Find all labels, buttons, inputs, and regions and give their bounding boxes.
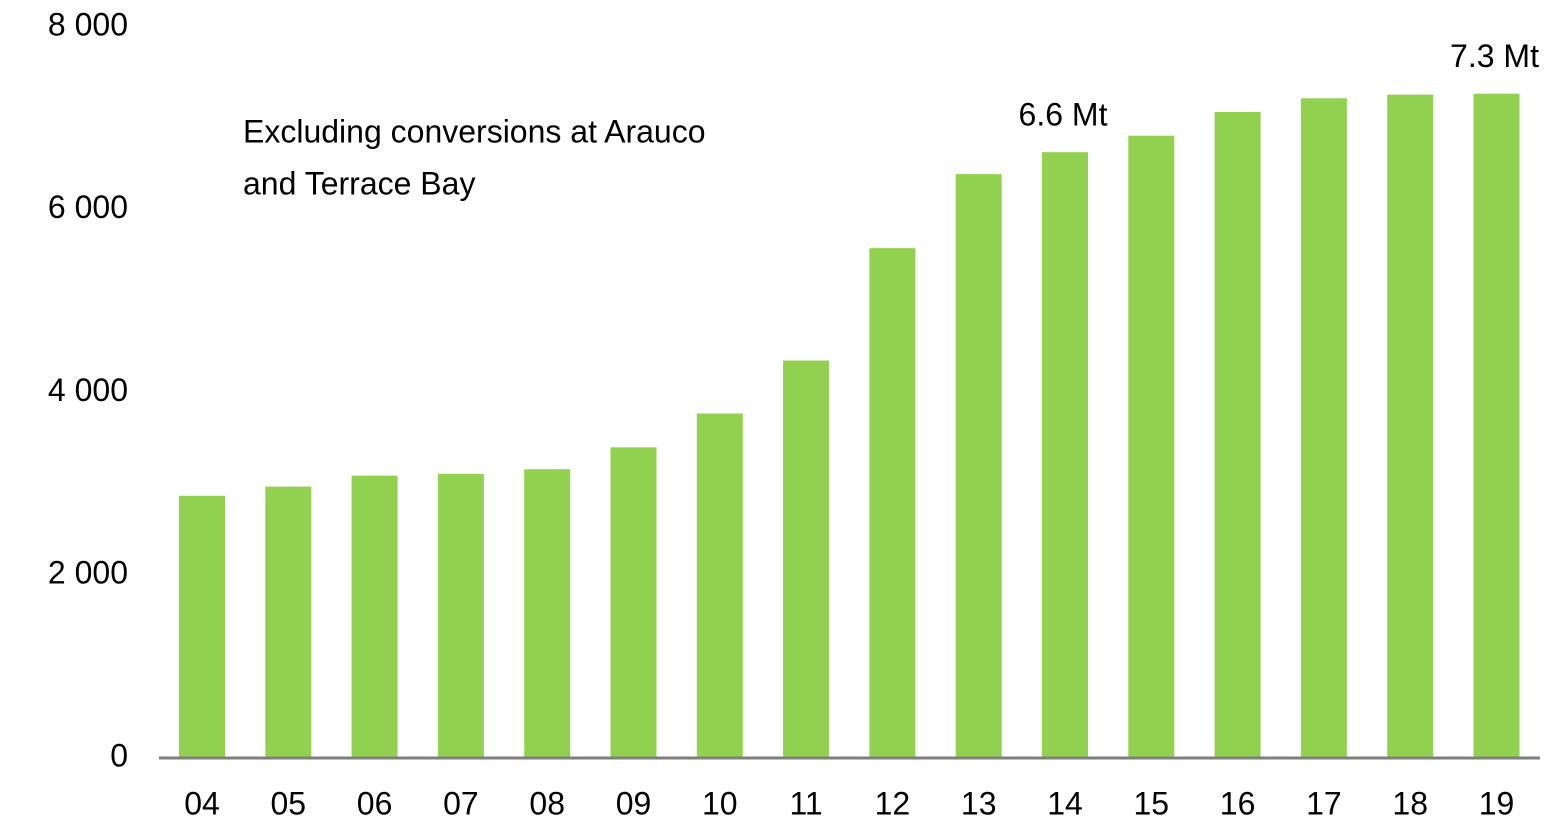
bar xyxy=(351,475,398,758)
x-tick-label: 04 xyxy=(184,785,220,821)
y-tick-label: 8 000 xyxy=(48,6,128,42)
bar xyxy=(1042,152,1088,759)
x-tick-label: 05 xyxy=(271,785,307,821)
bar xyxy=(1387,94,1434,759)
x-tick-label: 15 xyxy=(1134,785,1170,821)
bar xyxy=(1214,111,1261,758)
bar xyxy=(265,486,312,758)
x-tick-label: 13 xyxy=(961,785,997,821)
y-tick-label: 4 000 xyxy=(48,372,128,408)
x-tick-label: 19 xyxy=(1479,785,1515,821)
annotation: and Terrace Bay xyxy=(243,165,475,201)
y-tick-label: 6 000 xyxy=(48,189,128,225)
x-tick-label: 08 xyxy=(529,785,565,821)
x-tick-label: 09 xyxy=(616,785,652,821)
bar xyxy=(437,473,484,758)
annotation: Excluding conversions at Arauco xyxy=(243,113,705,149)
x-tick-label: 06 xyxy=(357,785,393,821)
x-tick-label: 16 xyxy=(1220,785,1256,821)
bar xyxy=(696,413,743,758)
bar xyxy=(1473,93,1520,759)
bar xyxy=(610,447,657,758)
y-tick-label: 2 000 xyxy=(48,555,128,591)
x-tick-label: 11 xyxy=(789,785,822,821)
x-tick-label: 12 xyxy=(875,785,911,821)
x-tick-label: 14 xyxy=(1047,785,1083,821)
bar xyxy=(1128,135,1175,758)
x-tick-label: 07 xyxy=(443,785,479,821)
bar xyxy=(869,248,916,758)
bar xyxy=(524,469,571,758)
x-tick-label: 10 xyxy=(702,785,738,821)
data-label: 7.3 Mt xyxy=(1450,38,1539,74)
x-tick-label: 18 xyxy=(1392,785,1428,821)
bar xyxy=(1300,98,1347,758)
y-tick-label: 0 xyxy=(110,737,128,773)
x-tick-label: 17 xyxy=(1306,785,1342,821)
bar xyxy=(783,360,830,758)
bar xyxy=(179,495,225,758)
data-label: 6.6 Mt xyxy=(1019,97,1108,133)
bar xyxy=(955,174,1002,758)
